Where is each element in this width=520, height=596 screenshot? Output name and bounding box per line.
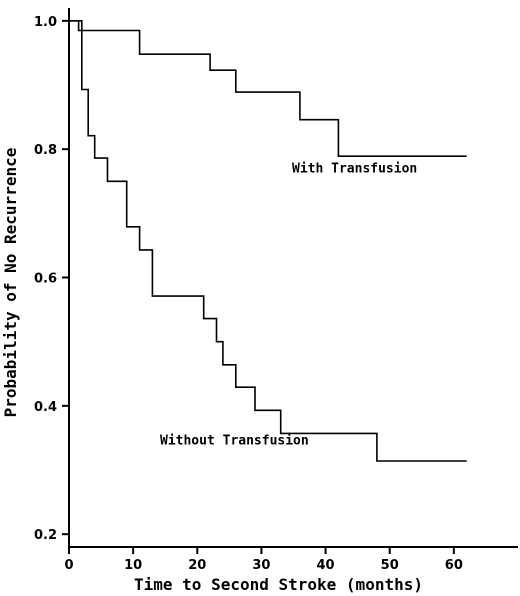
x-tick-label: 40 xyxy=(317,558,335,573)
y-tick-label: 0.8 xyxy=(34,143,57,158)
x-tick-label: 50 xyxy=(381,558,399,573)
annotation-without-transfusion: Without Transfusion xyxy=(160,433,309,448)
x-tick-label: 30 xyxy=(252,558,270,573)
x-axis-label: Time to Second Stroke (months) xyxy=(134,575,423,594)
annotation-with-transfusion: With Transfusion xyxy=(292,161,417,176)
y-tick-label: 0.6 xyxy=(34,272,57,287)
x-tick-label: 60 xyxy=(445,558,463,573)
series-lines xyxy=(69,20,467,462)
ticks: 0 10 20 30 40 50 60 0.2 0.4 0.6 0.8 1.0 xyxy=(34,15,463,573)
x-tick-label: 20 xyxy=(188,558,206,573)
series-line-without-transfusion xyxy=(69,20,467,462)
y-tick-label: 0.4 xyxy=(34,400,57,415)
series-line-with-transfusion xyxy=(69,20,467,157)
x-tick-label: 10 xyxy=(124,558,142,573)
y-tick-label: 1.0 xyxy=(34,15,57,30)
y-tick-label: 0.2 xyxy=(34,528,57,543)
x-tick-label: 0 xyxy=(64,558,73,573)
y-axis-label: Probability of No Recurrence xyxy=(1,148,20,418)
axes xyxy=(68,8,518,548)
